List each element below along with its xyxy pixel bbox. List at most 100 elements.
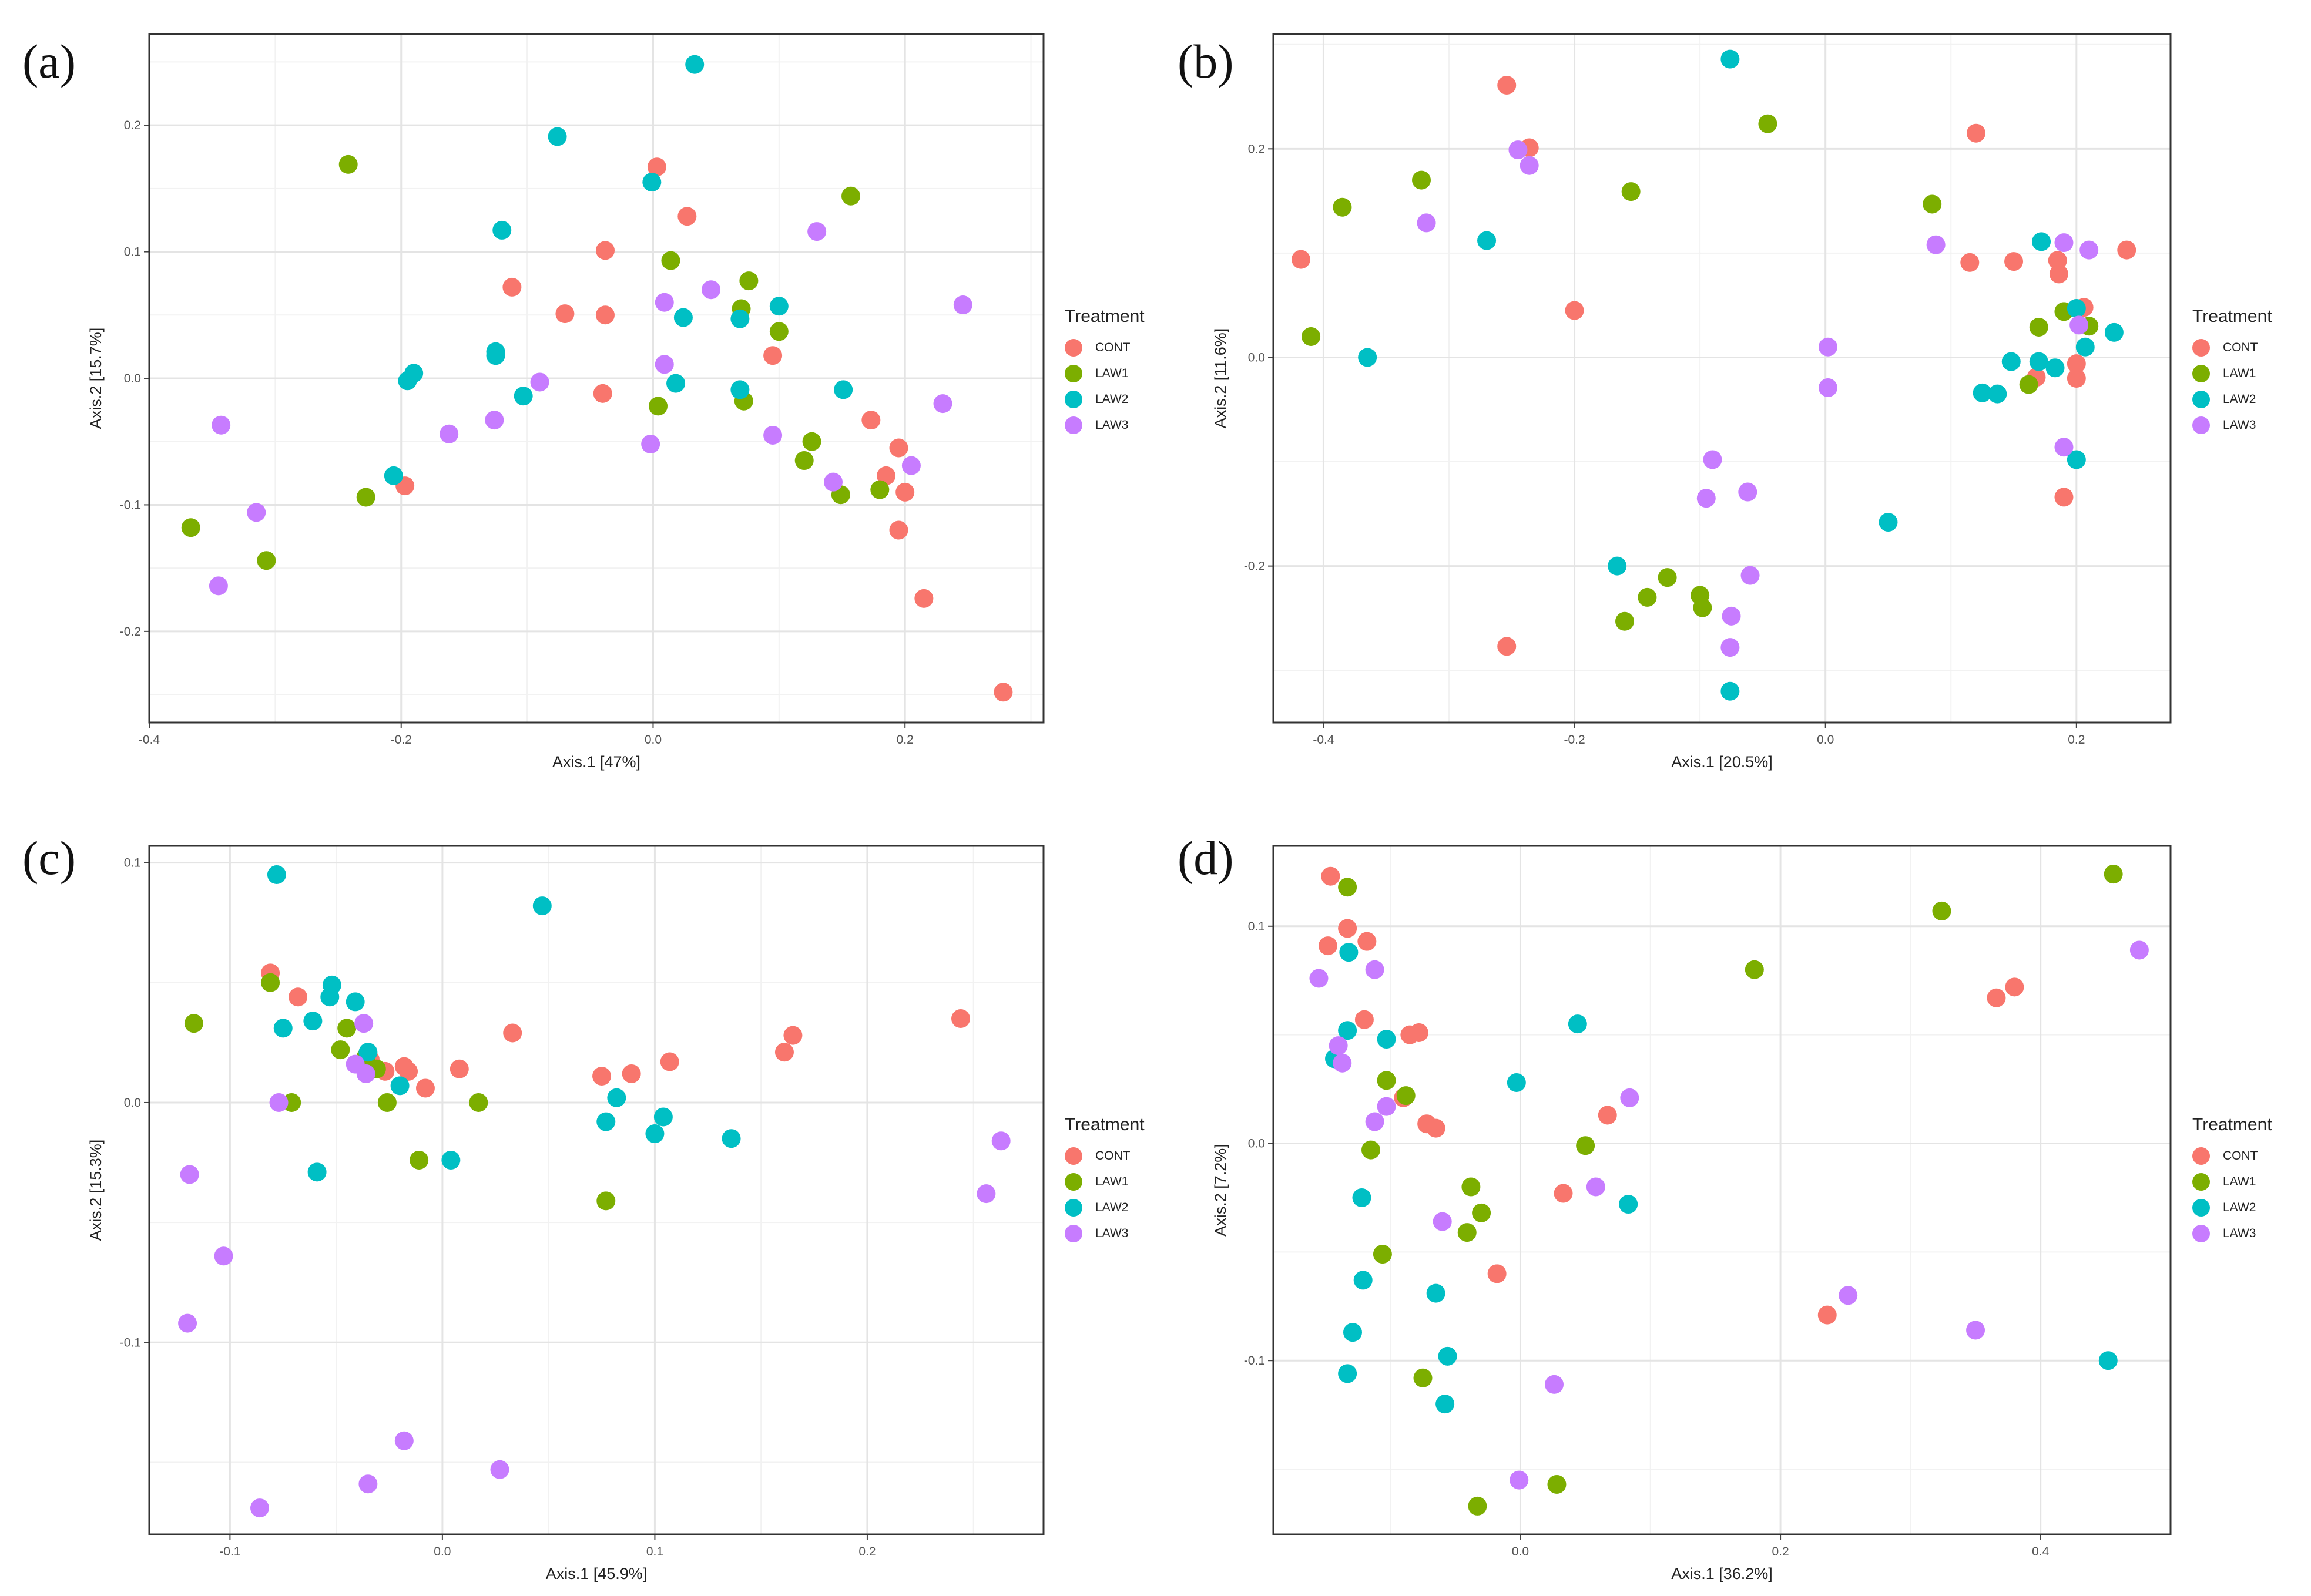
data-point-law2 [532,896,552,916]
data-point-law2 [769,297,789,316]
series-law1 [1338,865,2123,1516]
data-point-law2 [1352,1188,1371,1207]
data-point-law3 [178,1313,197,1333]
data-point-law2 [1973,383,1992,402]
plot-border [1272,33,2172,724]
data-point-cont [2067,354,2086,374]
data-point-law3 [346,1054,365,1074]
data-point-law3 [641,435,660,454]
series-cont [1291,76,2136,656]
y-tick-label: 0.0 [1248,1137,1265,1151]
data-point-law1 [870,480,890,499]
series-law3 [209,222,972,596]
data-point-law2 [320,987,340,1007]
data-point-law1 [338,154,358,174]
data-point-cont [1598,1106,1617,1125]
data-point-law2 [2067,450,2086,469]
data-point-law2 [384,466,403,485]
data-point-cont [889,520,908,540]
x-axis-title: Axis.1 [47%] [552,753,640,771]
data-point-cont [596,241,615,260]
legend-dot-law3 [1065,416,1082,434]
data-point-law1 [1932,901,1951,920]
data-point-law1 [1361,1140,1380,1160]
data-point-law1 [184,1014,203,1033]
x-tick-label: 0.2 [858,1545,876,1558]
data-point-law2 [2075,337,2095,357]
data-point-law3 [1417,213,1436,233]
data-point-law3 [1365,1112,1384,1131]
data-point-law3 [250,1498,269,1518]
plot-border [1272,845,2172,1535]
legend-label-cont: CONT [2223,341,2258,354]
data-point-law1 [1576,1136,1595,1155]
data-point-law2 [273,1019,293,1038]
data-point-law1 [802,432,821,451]
legend-dot-law2 [2192,1199,2210,1217]
data-point-law3 [1520,156,1539,175]
plot-border [148,33,1045,724]
data-point-law3 [2054,233,2074,253]
y-axis-title: Axis.2 [15.7%] [87,328,105,429]
y-tick-label: -0.1 [1244,1354,1265,1367]
data-point-cont [1487,1264,1507,1283]
data-point-law2 [1507,1073,1526,1092]
data-point-cont [2067,369,2086,388]
data-point-law2 [834,380,853,399]
data-point-cont [774,1043,794,1062]
data-point-law2 [722,1129,741,1148]
data-point-law3 [485,411,504,430]
legend-label-law3: LAW3 [2223,418,2256,432]
data-point-law1 [331,1040,350,1060]
data-point-cont [861,411,881,430]
data-point-law2 [607,1088,626,1107]
legend-dot-law3 [1065,1225,1082,1242]
x-tick-label: 0.4 [2032,1545,2050,1558]
data-point-law2 [1353,1271,1373,1290]
data-point-law2 [1338,1021,1357,1040]
data-point-cont [1817,1305,1837,1325]
data-point-law3 [1722,606,1741,626]
data-point-law2 [307,1162,327,1182]
y-tick-label: 0.2 [124,119,141,132]
legend-dot-cont [2192,1147,2210,1165]
data-point-law2 [1377,1030,1396,1049]
data-point-law1 [2104,865,2123,884]
data-point-law2 [1608,556,1627,576]
legend-item-law2: LAW2 [2192,387,2272,412]
legend-label-cont: CONT [2223,1149,2258,1162]
y-tick-label: -0.1 [120,1336,141,1349]
data-point-law2 [303,1012,323,1031]
data-point-law2 [642,173,662,192]
series-cont [395,157,1013,702]
legend-dot-cont [2192,339,2210,357]
y-axis-title: Axis.2 [11.6%] [1212,328,1229,429]
data-point-law3 [1620,1088,1639,1107]
plot-background [149,846,1044,1534]
data-point-cont [399,1061,418,1081]
legend-b: Treatment CONT LAW1 LAW2 LAW3 [2192,307,2272,438]
data-point-law1 [181,518,200,537]
data-point-law2 [1477,231,1497,250]
data-point-law2 [267,865,286,885]
data-point-law3 [763,425,783,445]
data-point-law2 [666,374,686,393]
legend-label-law1: LAW1 [2223,367,2256,380]
x-tick-label: 0.2 [897,733,914,747]
legend-item-cont: CONT [2192,335,2272,361]
data-point-law1 [1333,197,1352,217]
data-point-law3 [1329,1036,1348,1056]
legend-dot-law3 [2192,1225,2210,1242]
data-point-cont [1357,932,1377,951]
x-tick-label: 0.0 [645,733,662,747]
data-point-law3 [953,295,972,315]
data-point-cont [677,207,697,226]
data-point-law1 [1413,1368,1433,1387]
x-tick-label: 0.2 [2068,733,2085,747]
data-point-law3 [1510,1470,1529,1490]
data-point-cont [1354,1010,1374,1029]
y-tick-label: -0.2 [120,625,141,639]
data-point-law3 [1365,960,1384,979]
data-point-cont [1426,1118,1445,1138]
data-point-cont [1554,1184,1573,1203]
